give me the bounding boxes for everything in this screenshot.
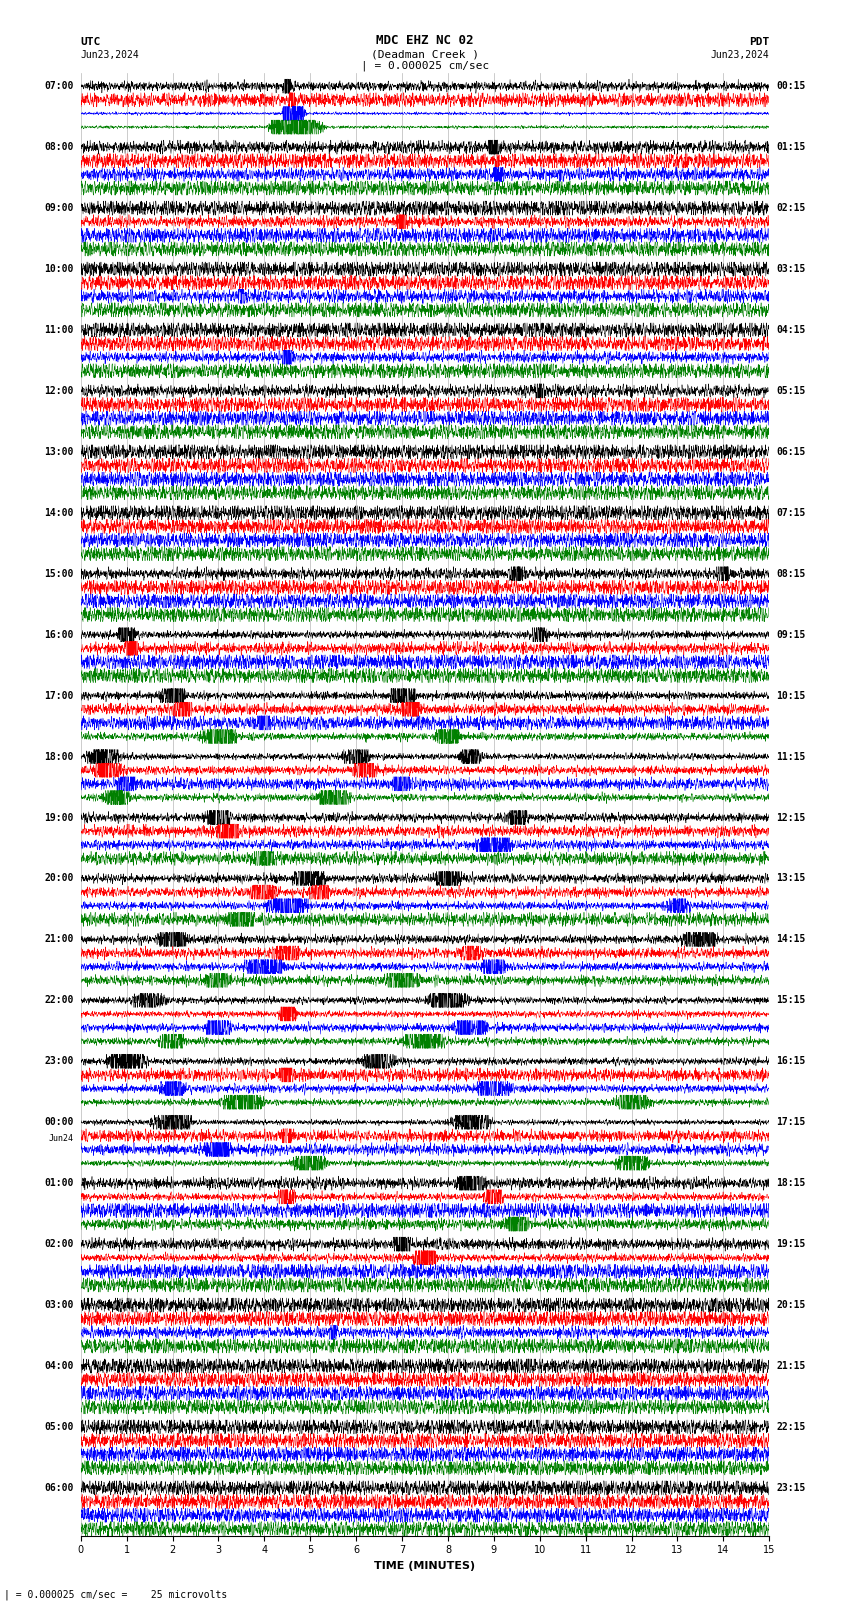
Text: 23:15: 23:15 — [776, 1482, 806, 1494]
Text: UTC: UTC — [81, 37, 101, 47]
Text: 06:15: 06:15 — [776, 447, 806, 456]
Text: 08:15: 08:15 — [776, 569, 806, 579]
Text: MDC EHZ NC 02: MDC EHZ NC 02 — [377, 34, 473, 47]
Text: 16:00: 16:00 — [44, 629, 74, 640]
Text: 03:00: 03:00 — [44, 1300, 74, 1310]
Text: 19:00: 19:00 — [44, 813, 74, 823]
Text: 22:00: 22:00 — [44, 995, 74, 1005]
Text: 17:00: 17:00 — [44, 690, 74, 700]
Text: 07:15: 07:15 — [776, 508, 806, 518]
Text: 23:00: 23:00 — [44, 1057, 74, 1066]
Text: 13:15: 13:15 — [776, 874, 806, 884]
Text: (Deadman Creek ): (Deadman Creek ) — [371, 50, 479, 60]
Text: 00:00: 00:00 — [44, 1118, 74, 1127]
Text: 05:00: 05:00 — [44, 1423, 74, 1432]
Text: 19:15: 19:15 — [776, 1239, 806, 1248]
Text: 10:00: 10:00 — [44, 265, 74, 274]
Text: 17:15: 17:15 — [776, 1118, 806, 1127]
Text: PDT: PDT — [749, 37, 769, 47]
Text: 21:15: 21:15 — [776, 1361, 806, 1371]
Text: 04:15: 04:15 — [776, 324, 806, 336]
Text: | = 0.000025 cm/sec =    25 microvolts: | = 0.000025 cm/sec = 25 microvolts — [4, 1589, 228, 1600]
Text: 11:15: 11:15 — [776, 752, 806, 761]
Text: | = 0.000025 cm/sec: | = 0.000025 cm/sec — [361, 60, 489, 71]
Text: 12:15: 12:15 — [776, 813, 806, 823]
Text: 10:15: 10:15 — [776, 690, 806, 700]
Text: 02:15: 02:15 — [776, 203, 806, 213]
Text: Jun24: Jun24 — [48, 1134, 74, 1144]
Text: 18:15: 18:15 — [776, 1177, 806, 1189]
X-axis label: TIME (MINUTES): TIME (MINUTES) — [375, 1561, 475, 1571]
Text: 04:00: 04:00 — [44, 1361, 74, 1371]
Text: 08:00: 08:00 — [44, 142, 74, 152]
Text: 13:00: 13:00 — [44, 447, 74, 456]
Text: Jun23,2024: Jun23,2024 — [81, 50, 139, 60]
Text: 15:00: 15:00 — [44, 569, 74, 579]
Text: 20:15: 20:15 — [776, 1300, 806, 1310]
Text: 02:00: 02:00 — [44, 1239, 74, 1248]
Text: Jun23,2024: Jun23,2024 — [711, 50, 769, 60]
Text: 22:15: 22:15 — [776, 1423, 806, 1432]
Text: 21:00: 21:00 — [44, 934, 74, 944]
Text: 18:00: 18:00 — [44, 752, 74, 761]
Text: 03:15: 03:15 — [776, 265, 806, 274]
Text: 06:00: 06:00 — [44, 1482, 74, 1494]
Text: 14:00: 14:00 — [44, 508, 74, 518]
Text: 20:00: 20:00 — [44, 874, 74, 884]
Text: 09:00: 09:00 — [44, 203, 74, 213]
Text: 12:00: 12:00 — [44, 386, 74, 395]
Text: 09:15: 09:15 — [776, 629, 806, 640]
Text: 05:15: 05:15 — [776, 386, 806, 395]
Text: 16:15: 16:15 — [776, 1057, 806, 1066]
Text: 11:00: 11:00 — [44, 324, 74, 336]
Text: 14:15: 14:15 — [776, 934, 806, 944]
Text: 00:15: 00:15 — [776, 81, 806, 92]
Text: 01:00: 01:00 — [44, 1177, 74, 1189]
Text: 15:15: 15:15 — [776, 995, 806, 1005]
Text: 07:00: 07:00 — [44, 81, 74, 92]
Text: 01:15: 01:15 — [776, 142, 806, 152]
